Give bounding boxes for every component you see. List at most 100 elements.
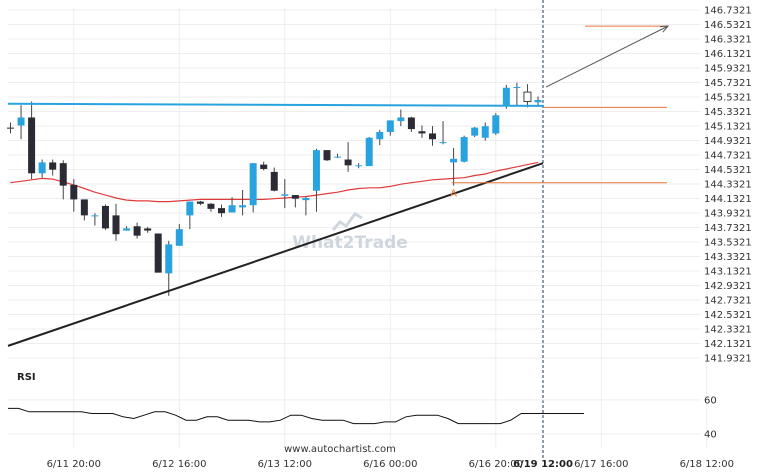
bearish-candle xyxy=(70,179,78,212)
candle-body xyxy=(291,195,299,199)
candle-body xyxy=(123,228,131,231)
candle-body xyxy=(70,184,78,200)
overlay-layer: A xyxy=(7,0,670,458)
rsi-line xyxy=(8,407,584,425)
price-tick-label: 144.5321 xyxy=(704,165,752,176)
candle-body xyxy=(502,87,510,106)
bullish-candle xyxy=(228,197,236,213)
time-tick-label: 6/16 00:00 xyxy=(363,459,417,470)
bullish-candle xyxy=(302,196,310,216)
bullish-candle xyxy=(91,213,99,226)
candle-body xyxy=(355,165,363,167)
price-tick-label: 143.9321 xyxy=(704,209,752,220)
candle-body xyxy=(270,171,278,191)
bearish-candle xyxy=(418,125,426,138)
candle-body xyxy=(513,87,521,89)
bearish-candle xyxy=(49,159,57,176)
bullish-candle xyxy=(249,163,257,213)
candle-body xyxy=(175,229,183,246)
candle-body xyxy=(80,199,88,216)
candle-body xyxy=(186,201,194,216)
candle-body xyxy=(112,215,120,235)
price-tick-label: 144.9321 xyxy=(704,136,752,147)
bearish-candle xyxy=(291,195,299,208)
bullish-candle xyxy=(355,163,363,169)
price-tick-label: 146.7321 xyxy=(704,6,752,17)
time-tick-label: 6/17 16:00 xyxy=(574,459,628,470)
candle-body xyxy=(196,201,204,204)
bearish-candle xyxy=(207,203,215,212)
bearish-candle xyxy=(344,142,352,172)
candle-body xyxy=(207,203,215,209)
candle-body xyxy=(386,120,394,132)
price-tick-label: 144.1321 xyxy=(704,194,752,205)
price-tick-label: 142.1321 xyxy=(704,339,752,350)
candle-body xyxy=(133,226,141,236)
candle-body xyxy=(460,137,468,162)
candle-body xyxy=(334,156,342,158)
bullish-candle xyxy=(492,113,500,135)
candle-body xyxy=(407,117,415,130)
bearish-candle xyxy=(270,167,278,192)
bullish-candle xyxy=(471,126,479,138)
bearish-candle xyxy=(323,150,331,161)
bearish-candle xyxy=(133,222,141,239)
candle-body xyxy=(28,117,36,174)
bearish-candle xyxy=(144,226,152,233)
resistance-line xyxy=(7,102,545,107)
grid-layer xyxy=(8,8,708,448)
bullish-candle xyxy=(439,121,447,145)
price-tick-label: 143.7321 xyxy=(704,223,752,234)
candle-body xyxy=(154,233,162,273)
candle-body xyxy=(59,163,67,186)
price-tick-label: 146.1321 xyxy=(704,49,752,60)
bearish-candle xyxy=(523,84,532,108)
footer-source: www.autochartist.com xyxy=(284,444,396,455)
price-tick-label: 144.7321 xyxy=(704,151,752,162)
bearish-candle xyxy=(260,161,268,171)
candle-body xyxy=(165,244,173,274)
bullish-candle xyxy=(334,153,342,159)
bearish-candle xyxy=(154,233,162,273)
time-tick-label: 6/19 12:00 xyxy=(513,459,573,470)
candle-body xyxy=(450,158,458,163)
rsi-title: RSI xyxy=(17,372,36,383)
candle-body xyxy=(471,127,479,136)
candle-body xyxy=(397,117,405,122)
bullish-candle xyxy=(165,240,173,296)
candle-body xyxy=(7,127,14,129)
candle-body xyxy=(523,91,532,103)
bullish-candle xyxy=(312,148,320,212)
candle-body xyxy=(49,162,57,170)
candle-body xyxy=(365,137,373,167)
time-tick-label: 6/16 20:00 xyxy=(469,459,523,470)
time-tick-label: 6/13 12:00 xyxy=(258,459,312,470)
bullish-candle xyxy=(281,179,289,209)
price-tick-label: 144.3321 xyxy=(704,180,752,191)
bullish-candle xyxy=(513,82,521,106)
bullish-candle xyxy=(450,147,458,186)
price-tick-label: 143.3321 xyxy=(704,252,752,263)
bullish-candle xyxy=(460,135,468,163)
candle-body xyxy=(249,163,257,206)
price-tick-label: 145.9321 xyxy=(704,64,752,75)
price-tick-label: 143.5321 xyxy=(704,238,752,249)
candle-body xyxy=(218,208,225,214)
bearish-candle xyxy=(59,160,67,200)
pattern-point-label: A xyxy=(450,189,457,200)
candle-body xyxy=(376,131,384,140)
bullish-candle xyxy=(123,226,131,231)
price-tick-label: 145.3321 xyxy=(704,107,752,118)
bearish-candle xyxy=(196,200,204,206)
candle-body xyxy=(101,205,109,229)
bullish-candle xyxy=(239,189,247,216)
candle-body xyxy=(492,115,500,134)
candle-body xyxy=(429,133,436,140)
bullish-candle xyxy=(376,129,384,146)
support-trendline xyxy=(7,162,544,347)
bearish-candle xyxy=(7,122,14,134)
price-tick-label: 142.7321 xyxy=(704,296,752,307)
price-tick-label: 142.5321 xyxy=(704,310,752,321)
